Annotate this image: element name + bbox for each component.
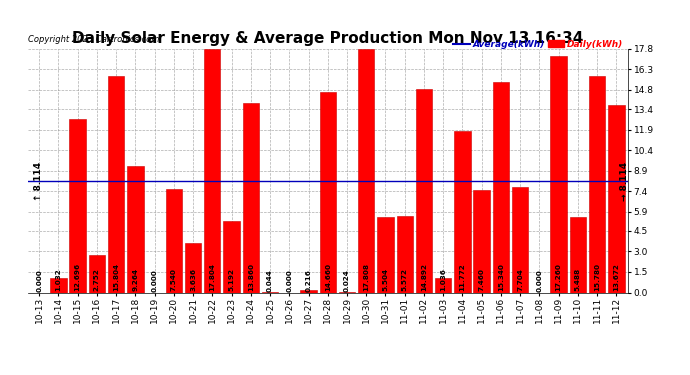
- Text: 14.660: 14.660: [325, 263, 331, 291]
- Text: 15.780: 15.780: [594, 263, 600, 291]
- Text: 13.672: 13.672: [613, 263, 620, 291]
- Bar: [454, 131, 471, 292]
- Text: 1.032: 1.032: [55, 268, 61, 291]
- Text: 1.036: 1.036: [440, 268, 446, 291]
- Bar: [589, 76, 605, 292]
- Bar: [204, 49, 221, 292]
- Bar: [185, 243, 201, 292]
- Bar: [166, 189, 182, 292]
- Text: 0.044: 0.044: [267, 269, 273, 292]
- Text: 0.000: 0.000: [286, 269, 293, 292]
- Text: 5.192: 5.192: [228, 268, 235, 291]
- Bar: [416, 88, 432, 292]
- Bar: [243, 103, 259, 292]
- Bar: [377, 217, 394, 292]
- Title: Daily Solar Energy & Average Production Mon Nov 13 16:34: Daily Solar Energy & Average Production …: [72, 31, 584, 46]
- Text: 5.572: 5.572: [402, 268, 408, 291]
- Text: 17.260: 17.260: [555, 263, 562, 291]
- Text: 14.892: 14.892: [421, 263, 427, 291]
- Text: 17.804: 17.804: [209, 263, 215, 291]
- Text: 11.772: 11.772: [460, 263, 466, 291]
- Text: ↑ 8.114: ↑ 8.114: [34, 162, 43, 201]
- Text: 15.340: 15.340: [498, 263, 504, 291]
- Text: 0.216: 0.216: [306, 269, 311, 292]
- Text: 0.024: 0.024: [344, 269, 350, 292]
- Bar: [300, 290, 317, 292]
- Bar: [397, 216, 413, 292]
- Bar: [319, 92, 336, 292]
- Bar: [512, 187, 529, 292]
- Bar: [435, 278, 451, 292]
- Bar: [50, 278, 66, 292]
- Text: 7.460: 7.460: [479, 268, 484, 291]
- Text: → 8.114: → 8.114: [620, 162, 629, 201]
- Bar: [127, 166, 144, 292]
- Bar: [473, 190, 490, 292]
- Text: 7.540: 7.540: [171, 268, 177, 291]
- Text: 12.696: 12.696: [75, 263, 81, 291]
- Bar: [493, 82, 509, 292]
- Text: 7.704: 7.704: [517, 268, 523, 291]
- Bar: [608, 105, 624, 292]
- Bar: [224, 221, 239, 292]
- Text: 2.752: 2.752: [94, 268, 100, 291]
- Text: 13.860: 13.860: [248, 263, 254, 291]
- Text: 15.804: 15.804: [113, 263, 119, 291]
- Text: 5.504: 5.504: [382, 268, 388, 291]
- Text: 0.000: 0.000: [536, 269, 542, 292]
- Legend: Average(kWh), Daily(kWh): Average(kWh), Daily(kWh): [453, 40, 623, 49]
- Text: 17.808: 17.808: [363, 263, 369, 291]
- Text: 0.000: 0.000: [36, 269, 42, 292]
- Text: 5.488: 5.488: [575, 268, 581, 291]
- Bar: [551, 56, 566, 292]
- Bar: [89, 255, 105, 292]
- Bar: [70, 118, 86, 292]
- Bar: [570, 217, 586, 292]
- Text: 0.000: 0.000: [152, 269, 157, 292]
- Text: 3.636: 3.636: [190, 268, 196, 291]
- Text: 9.264: 9.264: [132, 268, 139, 291]
- Text: Copyright 2023 Cartronics.com: Copyright 2023 Cartronics.com: [28, 35, 159, 44]
- Bar: [358, 49, 375, 292]
- Bar: [108, 76, 124, 292]
